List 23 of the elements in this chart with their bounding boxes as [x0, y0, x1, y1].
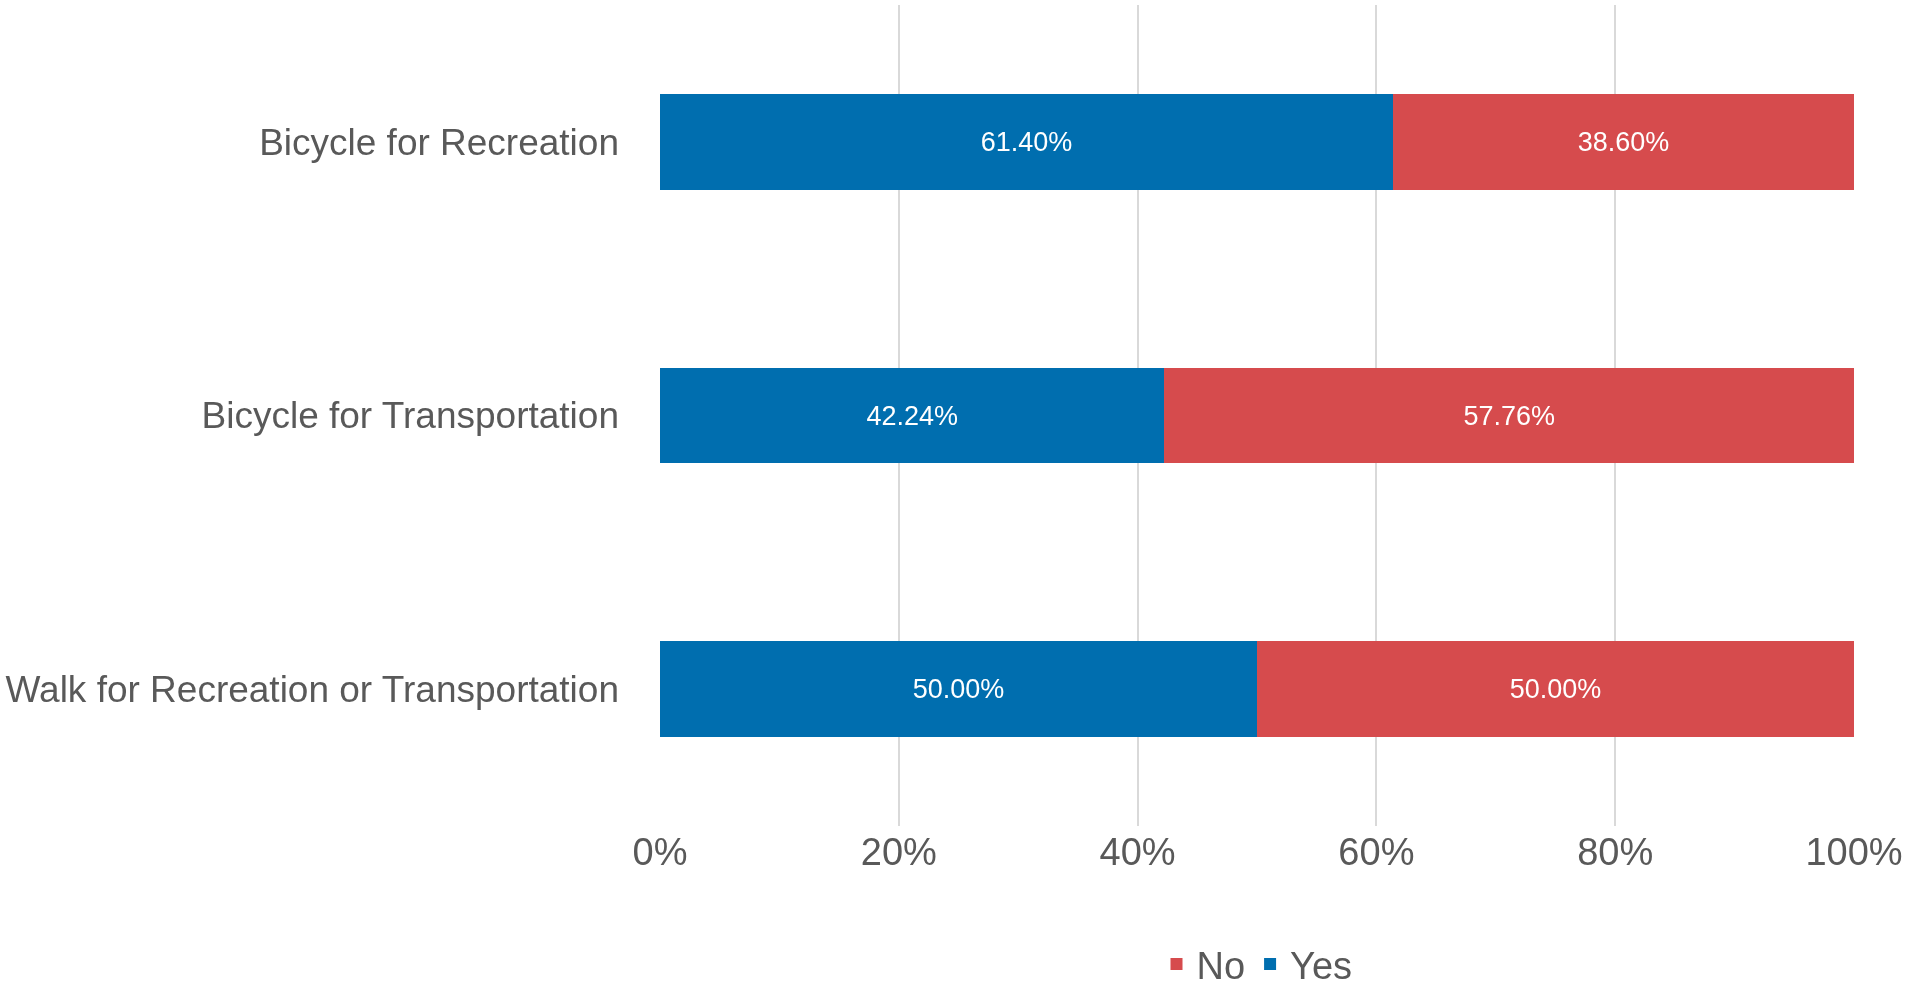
bar [1393, 93, 1854, 190]
y-tick-label: Bicycle for Recreation [259, 121, 619, 163]
x-tick-label: 40% [1099, 831, 1176, 873]
y-tick-label: Walk for Recreation or Transportation [5, 669, 619, 711]
bar [660, 93, 1394, 190]
bar [1257, 641, 1854, 738]
legend-label: No [1196, 944, 1246, 987]
data-label: 61.40% [980, 126, 1073, 157]
x-tick-label: 100% [1805, 831, 1903, 873]
x-tick-label: 60% [1338, 831, 1415, 873]
bar [1164, 367, 1854, 464]
x-tick-label: 20% [860, 831, 937, 873]
x-tick-label: 80% [1577, 831, 1654, 873]
x-tick-label: 0% [632, 831, 688, 873]
y-tick-label: Bicycle for Transportation [201, 395, 619, 437]
data-label: 50.00% [1509, 674, 1602, 705]
data-label: 50.00% [912, 674, 1005, 705]
data-label: 57.76% [1463, 400, 1555, 431]
data-label: 42.24% [866, 400, 958, 431]
bar [660, 367, 1165, 464]
data-label: 38.60% [1577, 126, 1670, 157]
legend-label: Yes [1290, 944, 1353, 987]
bar [660, 641, 1257, 738]
